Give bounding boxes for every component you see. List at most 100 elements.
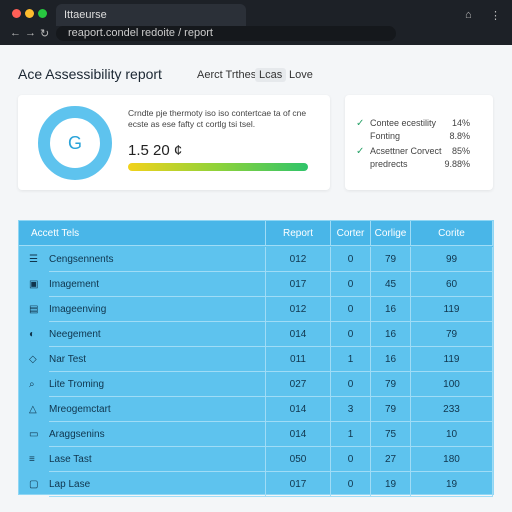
row-icon: ▤: [29, 304, 39, 315]
close-button[interactable]: [12, 9, 21, 18]
row-name: Cengsennents: [49, 247, 266, 272]
back-button[interactable]: ←: [10, 27, 21, 39]
row-name: Lite Troming: [49, 372, 266, 397]
row-name: Nar Test: [49, 347, 266, 372]
table-cell: 1: [331, 347, 371, 372]
checklist-value: 8.8%: [449, 131, 470, 141]
row-icon: ◐: [29, 329, 36, 340]
table-cell: 017: [266, 472, 331, 497]
table-cell: 0: [331, 472, 371, 497]
table-cell: 0: [331, 447, 371, 472]
table-cell: 19: [371, 472, 411, 497]
checklist-label: predrects: [370, 159, 408, 169]
table-cell: 050: [266, 447, 331, 472]
table-cell: 79: [411, 322, 493, 347]
header-tab[interactable]: Lcas: [255, 68, 287, 82]
table-cell: 180: [411, 447, 493, 472]
row-name: Lap Lase: [49, 472, 266, 497]
checklist-label: Contee ecestility: [370, 118, 437, 128]
table-cell: 3: [331, 397, 371, 422]
column-header[interactable]: Corite: [411, 221, 493, 246]
table-cell: 014: [266, 422, 331, 447]
score-donut: G: [38, 106, 112, 180]
checklist-value: 85%: [451, 146, 470, 156]
table-cell: 1: [331, 422, 371, 447]
table-cell: 011: [266, 347, 331, 372]
column-header[interactable]: Corter: [331, 221, 371, 246]
table-cell: 16: [371, 322, 411, 347]
table-cell: 79: [371, 372, 411, 397]
table-cell: 119: [411, 297, 493, 322]
table-cell: 119: [411, 347, 493, 372]
minimize-button[interactable]: [25, 9, 34, 18]
row-icon: ≡: [29, 454, 35, 465]
score-value: 1.5 20 ¢: [128, 142, 183, 159]
table-cell: 79: [371, 397, 411, 422]
browser-chrome: Ittaeurse ← → ↻ reaport.condel redoite /…: [0, 0, 512, 45]
header-tab[interactable]: Aerct Trthes: [197, 69, 257, 81]
table-cell: 014: [266, 397, 331, 422]
report-table: Accett Tels Report Corter Corlige Corite ☰ Cen…: [18, 220, 494, 497]
table-cell: 60: [411, 272, 493, 297]
table-cell: 99: [411, 247, 493, 272]
table-cell: 012: [266, 247, 331, 272]
table-cell: 75: [371, 422, 411, 447]
table-cell: 0: [331, 297, 371, 322]
table-cell: 10: [411, 422, 493, 447]
check-icon: ✓: [356, 118, 365, 129]
address-bar[interactable]: reaport.condel redoite / report: [56, 26, 396, 41]
row-name: Mreogemctart: [49, 397, 266, 422]
report-title: Ace Assessibility report: [18, 66, 162, 82]
table-cell: 0: [331, 247, 371, 272]
score-progress: [128, 163, 308, 171]
checklist-card: [345, 95, 493, 190]
table-cell: 27: [371, 447, 411, 472]
maximize-button[interactable]: [38, 9, 47, 18]
checklist-label: Fonting: [370, 131, 401, 141]
row-icon: ▣: [29, 279, 39, 290]
checklist-value: 14%: [451, 118, 470, 128]
row-name: Lase Tast: [49, 447, 266, 472]
table-cell: 027: [266, 372, 331, 397]
header-tab[interactable]: Love: [289, 69, 313, 81]
row-name: Neegement: [49, 322, 266, 347]
donut-ring: [38, 106, 112, 180]
menu-icon[interactable]: ⋮: [490, 10, 501, 22]
row-name: Imagement: [49, 272, 266, 297]
table-cell: 0: [331, 372, 371, 397]
grade: G: [68, 133, 82, 153]
forward-button[interactable]: →: [25, 27, 36, 39]
table-cell: 014: [266, 322, 331, 347]
table-cell: 0: [331, 322, 371, 347]
table-cell: 100: [411, 372, 493, 397]
table-cell: 16: [371, 347, 411, 372]
table-cell: 19: [411, 472, 493, 497]
table-cell: 0: [331, 272, 371, 297]
row-icon: ▭: [29, 429, 39, 440]
row-icon: ▢: [29, 479, 39, 490]
menu-icon[interactable]: ⌂: [465, 9, 472, 21]
row-icon: ◇: [29, 354, 37, 365]
checklist-value: 9.88%: [444, 159, 470, 169]
reload-button[interactable]: ↻: [40, 28, 50, 40]
table-cell: 233: [411, 397, 493, 422]
checklist-label: Acsettner Corvect: [370, 146, 442, 156]
column-header[interactable]: Report: [266, 221, 331, 246]
table-cell: 017: [266, 272, 331, 297]
table-cell: 012: [266, 297, 331, 322]
row-name: Imageenving: [49, 297, 266, 322]
table-cell: 45: [371, 272, 411, 297]
table-cell: 79: [371, 247, 411, 272]
browser-tab[interactable]: Ittaeurse: [56, 4, 246, 26]
table-cell: 16: [371, 297, 411, 322]
row-icon: ⌕: [29, 379, 35, 390]
check-icon: ✓: [356, 146, 365, 157]
row-icon: △: [29, 404, 37, 415]
row-name: Araggsenins: [49, 422, 266, 447]
score-description: Crndte pje thermoty iso iso contertcae t…: [128, 108, 307, 129]
row-icon: ☰: [29, 254, 38, 265]
column-header[interactable]: Corlige: [371, 221, 411, 246]
column-header[interactable]: Accett Tels: [19, 221, 266, 246]
